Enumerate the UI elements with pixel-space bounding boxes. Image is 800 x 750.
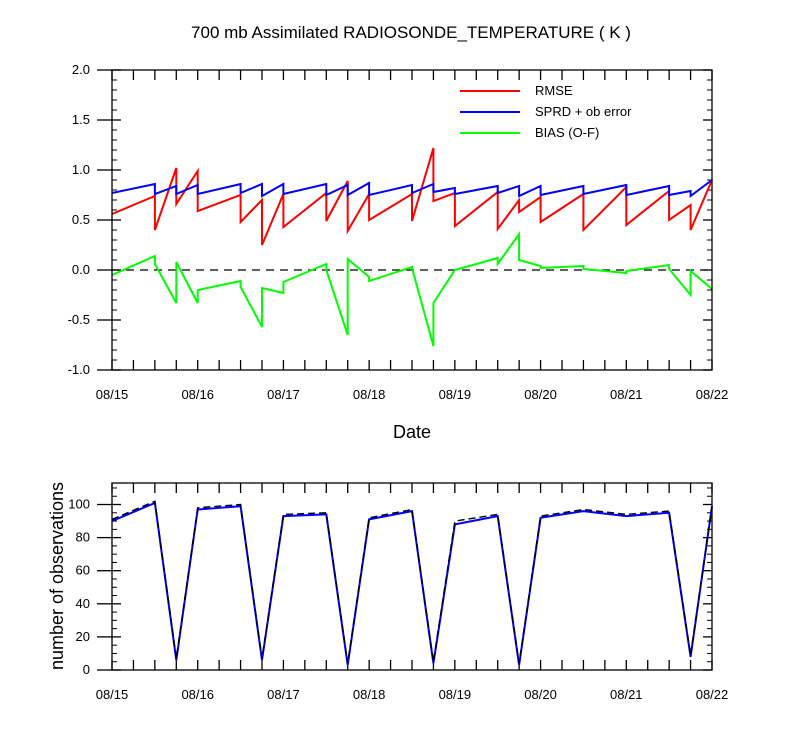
bottom-x-tick-label: 08/18 [353,687,386,702]
x-axis-title: Date [393,422,431,442]
bottom-y-tick-label: 60 [76,563,90,578]
bottom-x-tick-label: 08/19 [439,687,472,702]
top-x-tick-label: 08/22 [696,387,729,402]
y-axis-title-observations: number of observations [47,482,67,670]
bottom-x-tick-label: 08/20 [524,687,557,702]
bottom-x-tick-label: 08/17 [267,687,300,702]
bottom-series-observations-possible [111,500,713,664]
bottom-x-tick-label: 08/15 [96,687,129,702]
legend-label-bias: BIAS (O-F) [535,125,599,140]
bottom-tick-labels: 08/15 08/16 08/17 08/18 08/19 08/20 08/21 08/22… [68,497,728,702]
top-x-tick-label: 08/19 [439,387,472,402]
top-y-tick-label: 0.5 [72,212,90,227]
bottom-x-tick-label: 08/16 [181,687,214,702]
top-x-tick-label: 08/18 [353,387,386,402]
top-tick-labels: 08/15 08/16 08/17 08/18 08/19 08/20 08/21 08/22… [68,62,729,402]
legend-label-sprd: SPRD + ob error [535,104,632,119]
top-x-tick-label: 08/16 [181,387,214,402]
top-x-tick-label: 08/20 [524,387,557,402]
legend: RMSE SPRD + ob error BIAS (O-F) [460,83,632,140]
top-series-sprd-ob-error [111,179,713,198]
bottom-series-observations-used [111,501,713,666]
bottom-series-group [111,500,713,666]
top-series-bias-o-f [111,230,713,347]
top-series-group [111,147,713,347]
top-series-rmse [111,147,713,246]
bottom-y-tick-label: 0 [83,662,90,677]
chart-title: 700 mb Assimilated RADIOSONDE_TEMPERATUR… [191,23,631,42]
bottom-plot-frame [111,482,713,671]
top-x-tick-label: 08/15 [96,387,129,402]
bottom-y-tick-label: 80 [76,530,90,545]
top-y-tick-label: -0.5 [68,312,90,327]
bottom-y-tick-label: 20 [76,629,90,644]
top-y-tick-label: 0.0 [72,262,90,277]
top-y-tick-label: -1.0 [68,362,90,377]
legend-label-rmse: RMSE [535,83,573,98]
top-x-tick-label: 08/17 [267,387,300,402]
bottom-y-tick-label: 40 [76,596,90,611]
bottom-y-tick-label: 100 [68,497,90,512]
top-y-tick-label: 1.5 [72,112,90,127]
top-x-tick-label: 08/21 [610,387,643,402]
top-y-tick-label: 1.0 [72,162,90,177]
top-plot-frame [111,69,713,371]
bottom-x-tick-label: 08/21 [610,687,643,702]
top-y-tick-label: 2.0 [72,62,90,77]
bottom-x-tick-label: 08/22 [696,687,729,702]
